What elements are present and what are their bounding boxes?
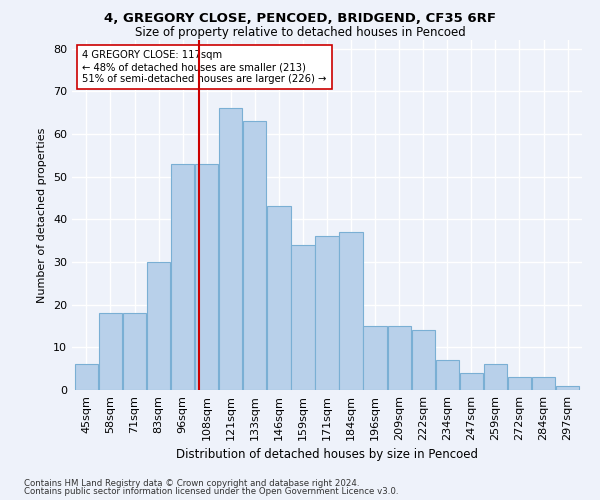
Text: 4, GREGORY CLOSE, PENCOED, BRIDGEND, CF35 6RF: 4, GREGORY CLOSE, PENCOED, BRIDGEND, CF3… <box>104 12 496 26</box>
Bar <box>364 326 387 390</box>
Bar <box>460 373 483 390</box>
Bar <box>195 164 218 390</box>
Bar <box>508 377 531 390</box>
Text: Contains public sector information licensed under the Open Government Licence v3: Contains public sector information licen… <box>24 487 398 496</box>
Bar <box>75 364 98 390</box>
Bar <box>484 364 507 390</box>
Bar <box>123 313 146 390</box>
Bar <box>436 360 459 390</box>
Bar <box>388 326 411 390</box>
Bar <box>556 386 579 390</box>
Bar <box>532 377 555 390</box>
Bar <box>219 108 242 390</box>
Text: Contains HM Land Registry data © Crown copyright and database right 2024.: Contains HM Land Registry data © Crown c… <box>24 478 359 488</box>
Bar <box>147 262 170 390</box>
Text: Size of property relative to detached houses in Pencoed: Size of property relative to detached ho… <box>134 26 466 39</box>
X-axis label: Distribution of detached houses by size in Pencoed: Distribution of detached houses by size … <box>176 448 478 462</box>
Y-axis label: Number of detached properties: Number of detached properties <box>37 128 47 302</box>
Bar <box>99 313 122 390</box>
Bar <box>267 206 290 390</box>
Text: 4 GREGORY CLOSE: 117sqm
← 48% of detached houses are smaller (213)
51% of semi-d: 4 GREGORY CLOSE: 117sqm ← 48% of detache… <box>82 50 326 84</box>
Bar <box>316 236 338 390</box>
Bar <box>412 330 435 390</box>
Bar <box>291 245 314 390</box>
Bar <box>243 121 266 390</box>
Bar <box>340 232 363 390</box>
Bar <box>171 164 194 390</box>
